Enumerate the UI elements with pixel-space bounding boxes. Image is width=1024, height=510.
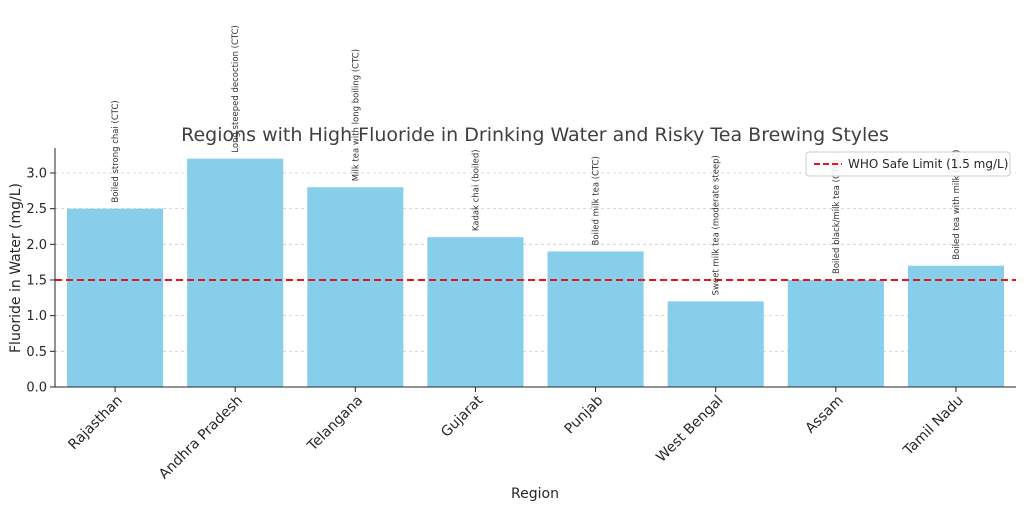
bar [307,187,404,387]
bar [547,251,644,387]
x-tick-label: Rajasthan [65,393,126,454]
bar [907,265,1004,387]
y-tick-label: 1.0 [26,309,47,324]
bar [787,279,884,387]
bars-layer [67,158,1004,387]
bar-annotation: Milk tea with long boiling (CTC) [351,49,361,181]
bar [187,158,284,387]
bar-annotation: Sweet milk tea (moderate steep) [712,155,722,295]
annotations-layer: Boiled strong chai (CTC) Long steeped dec… [111,25,962,295]
bar-annotation: Boiled milk tea (CTC) [592,156,602,245]
y-tick-label: 2.5 [26,202,47,217]
bar-annotation: Boiled black/milk tea (CTC) [832,159,842,274]
y-tick-label: 1.5 [26,273,47,288]
bar-annotation: Boiled tea with milk (CTC) [952,150,962,260]
axes-layer [54,148,1016,388]
y-tick-label: 3.0 [26,166,47,181]
bar-annotation: Kadak chai (boiled) [471,149,481,231]
legend-box [805,151,1011,177]
y-axis-title: Fluoride in Water (mg/L) [8,183,24,353]
chart-title: Regions with High Fluoride in Drinking W… [181,124,889,146]
bar-annotation: Long steeped decoction (CTC) [231,25,241,153]
legend: WHO Safe Limit (1.5 mg/L) [805,151,1011,177]
x-tick-label: Assam [803,393,847,437]
y-tick-label: 0.0 [26,381,47,396]
x-tick-label: Andhra Pradesh [156,393,246,483]
y-tick-label: 2.0 [26,238,47,253]
x-tick-label: Telangana [304,393,366,455]
bar [427,237,524,387]
x-tick-label: Tamil Nadu [900,393,967,460]
bar-annotation: Boiled strong chai (CTC) [111,100,121,202]
x-tick-label: West Bengal [653,393,726,466]
x-axis-title: Region [511,486,559,502]
x-tick-label: Gujarat [438,392,486,440]
x-tick-label: Punjab [562,392,607,437]
bar [667,301,764,387]
bar [67,208,164,387]
legend-label: WHO Safe Limit (1.5 mg/L) [848,157,1008,171]
y-tick-label: 0.5 [26,345,47,360]
